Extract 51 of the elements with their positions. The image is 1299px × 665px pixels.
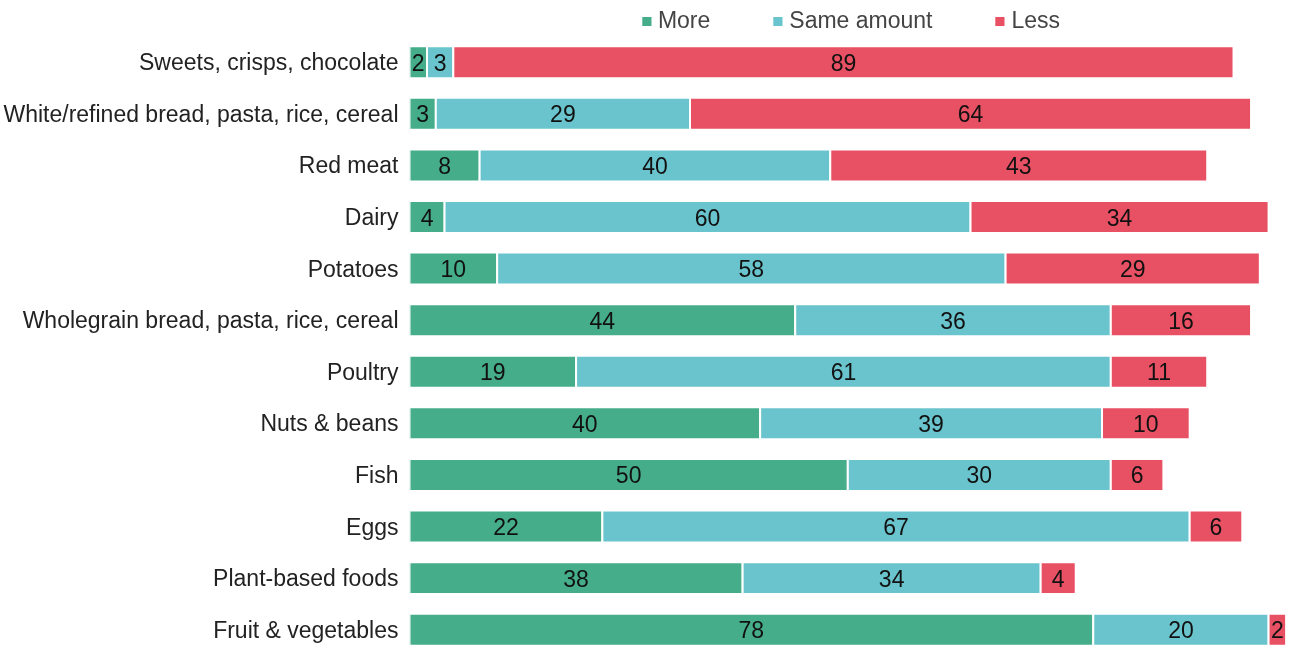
data-label: 39	[918, 410, 944, 437]
y-tick-label: Fruit & vegetables	[213, 616, 399, 643]
y-tick-label: Poultry	[326, 358, 399, 385]
y-tick-label: Sweets, crisps, chocolate	[139, 49, 399, 76]
data-label: 22	[493, 514, 519, 541]
data-label: 50	[615, 462, 642, 489]
data-label: 34	[1106, 204, 1133, 231]
data-label: 89	[830, 49, 857, 76]
data-label: 38	[563, 565, 589, 592]
data-label: 10	[440, 256, 467, 283]
legend-label: Same amount	[789, 7, 933, 34]
y-tick-label: Nuts & beans	[260, 410, 399, 437]
data-label: 20	[1168, 617, 1194, 644]
data-label: 11	[1147, 359, 1171, 386]
data-label: 6	[1209, 514, 1223, 541]
data-label: 2	[1270, 617, 1284, 644]
data-label: 60	[694, 204, 721, 231]
data-label: 61	[830, 359, 857, 386]
data-label: 19	[479, 359, 506, 386]
y-tick-label: White/refined bread, pasta, rice, cereal	[3, 100, 399, 127]
data-label: 16	[1168, 307, 1194, 334]
y-tick-label: Wholegrain bread, pasta, rice, cereal	[22, 307, 399, 334]
data-label: 3	[416, 101, 430, 128]
data-label: 29	[550, 101, 576, 128]
data-label: 8	[438, 152, 451, 179]
y-tick-label: Plant-based foods	[213, 565, 399, 592]
legend-label: More	[657, 7, 711, 34]
y-tick-label: Dairy	[344, 204, 399, 231]
legend-label: Less	[1011, 7, 1061, 34]
data-label: 67	[883, 514, 909, 541]
data-label: 4	[1051, 565, 1065, 592]
data-label: 4	[420, 204, 434, 231]
data-label: 78	[738, 617, 765, 644]
data-label: 29	[1119, 256, 1146, 283]
data-label: 3	[433, 49, 447, 76]
data-label: 43	[1005, 152, 1032, 179]
y-tick-label: Potatoes	[307, 255, 399, 282]
data-label: 6	[1130, 462, 1144, 489]
data-label: 44	[589, 307, 616, 334]
data-label: 36	[940, 307, 966, 334]
data-label: 58	[738, 256, 765, 283]
y-tick-label: Red meat	[298, 152, 400, 179]
data-label: 40	[572, 410, 598, 437]
data-label: 34	[878, 565, 905, 592]
data-label: 40	[642, 152, 668, 179]
y-tick-label: Eggs	[346, 513, 399, 540]
data-label: 10	[1133, 410, 1159, 437]
data-label: 30	[966, 462, 993, 489]
y-tick-label: Fish	[355, 461, 399, 488]
data-label: 2	[411, 49, 425, 76]
data-label: 64	[957, 101, 984, 128]
